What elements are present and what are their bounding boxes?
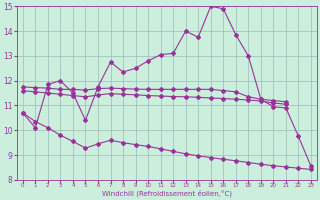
- X-axis label: Windchill (Refroidissement éolien,°C): Windchill (Refroidissement éolien,°C): [102, 190, 232, 197]
